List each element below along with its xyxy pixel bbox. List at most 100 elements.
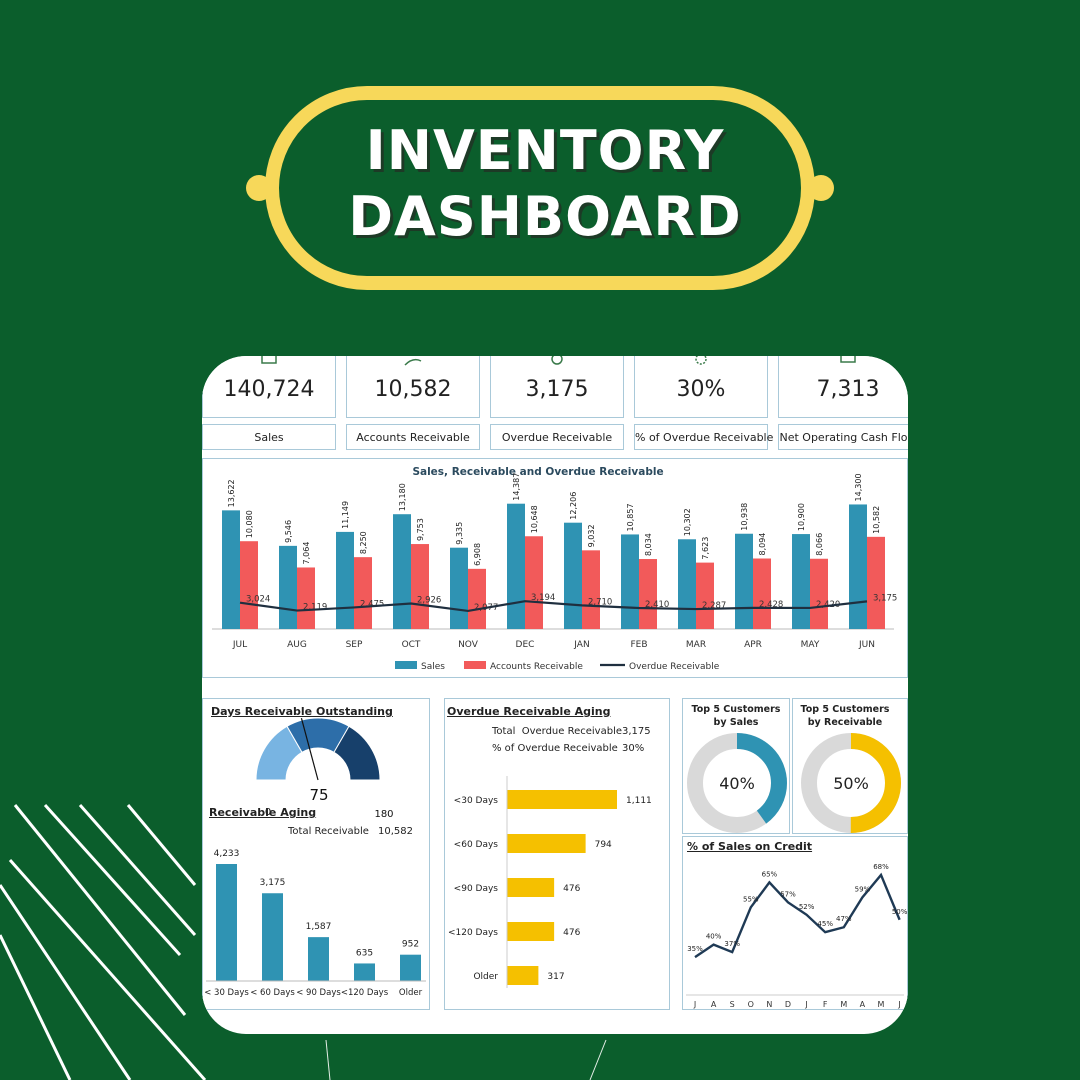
data-label: 55%	[743, 895, 759, 903]
x-tick-label: A	[860, 1000, 866, 1009]
x-tick-label: SEP	[346, 640, 363, 650]
donut-value-arc	[801, 733, 901, 833]
x-tick-label: JAN	[573, 640, 589, 650]
data-label-receivable: 7,064	[302, 542, 311, 565]
x-tick-label: APR	[744, 640, 762, 650]
data-label-sales: 11,149	[341, 501, 350, 529]
title-left-dot	[246, 175, 272, 201]
bar-receivable-aging	[354, 963, 375, 981]
data-label: 476	[563, 884, 580, 894]
data-label-receivable: 7,623	[701, 537, 710, 560]
sales-on-credit-chart: 35%40%37% 55% 65% 57%52% 45%47% 59% 68% 50% J A S O…	[686, 863, 908, 1009]
kpi-value: 7,313	[816, 377, 880, 402]
data-label: 65%	[762, 870, 778, 878]
kpi-label: Net Operating Cash Flow	[779, 431, 908, 444]
data-label: 59%	[855, 885, 871, 893]
x-tick-label: FEB	[630, 640, 647, 650]
donut-sales-title: Top 5 Customers by Sales	[682, 703, 790, 729]
x-tick-label: A	[711, 1000, 717, 1009]
bar-sales	[678, 539, 696, 629]
main-chart-panel	[202, 458, 908, 678]
x-tick-label: M	[878, 1000, 885, 1009]
kpi-accounts-receivable: 10,582	[346, 356, 480, 418]
x-tick-label: JUN	[858, 640, 875, 650]
donut-value-label: 40%	[719, 774, 755, 793]
bar-receivable	[696, 562, 714, 629]
bar-sales	[336, 531, 354, 629]
data-label: 37%	[724, 940, 740, 948]
kpi-value: 3,175	[525, 377, 589, 402]
bar-receivable	[297, 567, 315, 629]
data-label-sales: 14,387	[512, 473, 521, 501]
data-label-sales: 10,302	[683, 508, 692, 536]
hand-money-icon	[404, 358, 422, 366]
data-label-overdue: 2,119	[303, 603, 327, 613]
kpi-overdue-percent: 30%	[634, 356, 768, 418]
data-label: 68%	[873, 863, 889, 871]
x-tick-label: < 90 Days	[296, 988, 341, 998]
main-combo-chart: Sales, Receivable and Overdue Receivable…	[212, 466, 897, 672]
total-receivable-value: 10,582	[378, 826, 413, 837]
data-label: 3,175	[260, 878, 286, 888]
bar-receivable	[582, 550, 600, 629]
bar-receivable	[411, 544, 429, 629]
bar-receivable-aging	[400, 954, 421, 981]
donut-receivable-title-line2: by Receivable	[807, 717, 883, 728]
data-label-overdue: 3,024	[246, 595, 270, 605]
donut-sales-title-line2: by Sales	[713, 717, 759, 728]
legend-swatch-sales	[395, 661, 417, 669]
dro-title: Days Receivable Outstanding	[211, 705, 393, 718]
data-label-receivable: 6,908	[473, 543, 482, 566]
y-tick-label: Older	[473, 972, 498, 982]
bar-sales	[222, 510, 240, 629]
bar-overdue-aging	[507, 966, 539, 985]
kpi-cash-label-box: Net Operating Cash Flow	[778, 424, 908, 450]
data-label-receivable: 8,094	[758, 533, 767, 556]
gauge-value: 75	[309, 786, 328, 804]
x-tick-label: < 30 Days	[204, 988, 249, 998]
x-tick-label: Older	[399, 988, 423, 998]
title-line-2: DASHBOARD	[348, 185, 742, 248]
donut-value-label: 50%	[833, 774, 869, 793]
bar-receivable	[354, 557, 372, 629]
data-label-sales: 10,938	[740, 503, 749, 531]
data-label-sales: 14,300	[854, 473, 863, 501]
kpi-ar-label-box: Accounts Receivable	[346, 424, 480, 450]
data-label-receivable: 8,250	[359, 531, 368, 554]
series-line-overdue	[239, 600, 868, 613]
y-tick-label: <90 Days	[454, 884, 499, 894]
data-label-receivable: 10,582	[872, 506, 881, 534]
bar-receivable-aging	[308, 937, 329, 981]
data-label: 47%	[836, 915, 852, 923]
data-label-overdue: 3,175	[873, 593, 897, 603]
kpi-label: Accounts Receivable	[356, 431, 470, 444]
data-label-sales: 12,206	[569, 492, 578, 520]
kpi-sales: 140,724	[202, 356, 336, 418]
dashboard-card: 140,724 10,582 3,175 30% 7,313 Sales Acc…	[202, 356, 908, 1034]
data-label-receivable: 10,080	[245, 510, 254, 538]
data-label: 476	[563, 928, 580, 938]
data-label-receivable: 9,032	[587, 524, 596, 547]
legend-swatch-receivable	[464, 661, 486, 669]
kpi-label: % of Overdue Receivable	[635, 431, 774, 444]
kpi-value: 140,724	[223, 377, 315, 402]
x-tick-label: AUG	[287, 640, 307, 650]
gauge-needle	[300, 718, 319, 781]
x-tick-label: J	[804, 1000, 807, 1009]
bar-overdue-aging	[507, 878, 555, 897]
overdue-pct-label: % of Overdue Receivable	[492, 743, 618, 754]
overdue-aging-chart: <30 Days 1,111 <60 Days 794 <90 Days 476 <120 …	[448, 776, 652, 988]
data-label-receivable: 10,648	[530, 505, 539, 533]
data-label: 45%	[817, 920, 833, 928]
x-tick-label: NOV	[458, 640, 479, 650]
donut-receivable-title-line1: Top 5 Customers	[800, 704, 890, 715]
data-label: 794	[595, 840, 612, 850]
data-label: 635	[356, 948, 373, 958]
x-tick-label: D	[785, 1000, 791, 1009]
bar-receivable	[240, 541, 258, 629]
bar-sales	[792, 534, 810, 629]
kpi-overdue-pct-label-box: % of Overdue Receivable	[634, 424, 774, 450]
x-tick-label: N	[766, 1000, 772, 1009]
total-overdue-label: Total Overdue Receivable	[492, 726, 623, 737]
bar-sales	[621, 534, 639, 629]
